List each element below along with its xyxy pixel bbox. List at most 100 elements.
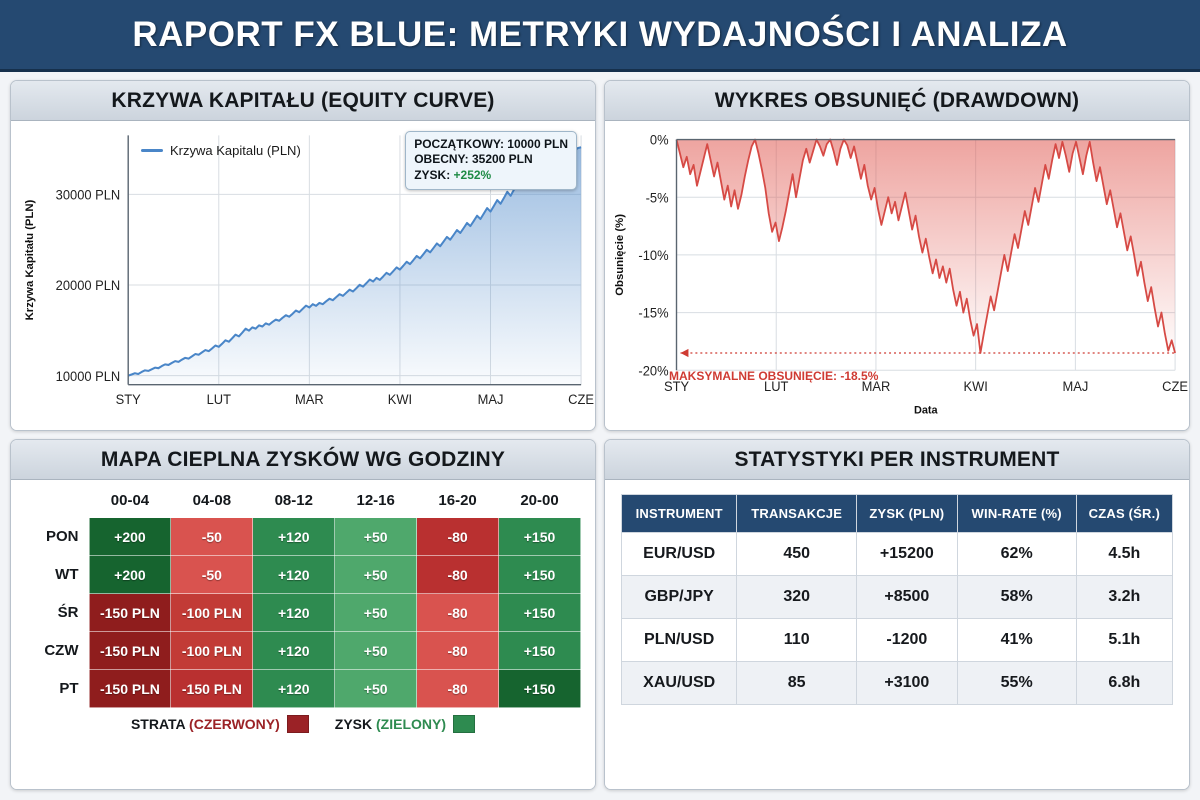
svg-text:0%: 0%: [650, 132, 669, 147]
heatmap-row: PON +200 -50 +120 +50 -80 +150: [25, 517, 581, 556]
heatmap-cell[interactable]: +120: [252, 593, 336, 632]
heatmap-cell[interactable]: +150: [498, 669, 581, 708]
svg-text:Obsunięcie (%): Obsunięcie (%): [614, 214, 626, 296]
equity-summary-box: POCZĄTKOWY: 10000 PLN OBECNY: 35200 PLN …: [405, 131, 577, 191]
page-title: RAPORT FX BLUE: METRYKI WYDAJNOŚCI I ANA…: [132, 14, 1068, 54]
stats-cell-time: 5.1h: [1075, 618, 1174, 662]
heatmap-corner-cell: [25, 486, 89, 518]
table-row[interactable]: GBP/JPY 320 +8500 58% 3.2h: [620, 575, 1174, 619]
table-row[interactable]: XAU/USD 85 +3100 55% 6.8h: [620, 661, 1174, 705]
heatmap-col-header: 00-04: [110, 492, 150, 509]
panel-drawdown-header: WYKRES OBSUNIĘĆ (DRAWDOWN): [605, 81, 1189, 121]
heatmap-cell[interactable]: +120: [252, 555, 336, 594]
stats-col-header: TRANSAKCJE: [736, 494, 858, 533]
heatmap-legend-loss-label: STRATA (CZERWONY): [131, 716, 280, 732]
heatmap-legend-profit-text: ZYSK: [334, 716, 377, 732]
svg-text:-15%: -15%: [638, 306, 668, 321]
heatmap-col-header: 08-12: [274, 492, 313, 509]
svg-text:MAR: MAR: [295, 392, 324, 407]
stats-col-header: CZAS (ŚR.): [1075, 494, 1174, 533]
stats-cell-trades: 110: [736, 618, 858, 662]
equity-profit-row: ZYSK: +252%: [414, 168, 568, 183]
heatmap-table: 00-04 04-08 08-12 12-16 16-20 20-00 PON +200 -5…: [25, 486, 581, 708]
heatmap-cell[interactable]: -50: [170, 555, 254, 594]
heatmap-cell[interactable]: -80: [416, 593, 500, 632]
equity-profit-label: ZYSK:: [414, 167, 451, 182]
heatmap-body: PON +200 -50 +120 +50 -80 +150 WT +200 -50 +120 +50…: [25, 517, 581, 708]
heatmap-legend-loss-paren: (CZERWONY): [189, 716, 280, 732]
heatmap-cell[interactable]: -150 PLN: [88, 593, 172, 632]
heatmap-cell[interactable]: +120: [252, 631, 336, 670]
heatmap-cell[interactable]: +150: [498, 631, 581, 670]
heatmap-row: CZW -150 PLN -100 PLN +120 +50 -80 +150: [25, 631, 581, 670]
stats-cell-trades: 450: [736, 532, 858, 576]
heatmap-cell[interactable]: -80: [416, 669, 500, 708]
panel-heatmap-title: MAPA CIEPLNA ZYSKÓW WG GODZINY: [100, 447, 506, 471]
heatmap-cell[interactable]: +150: [498, 555, 581, 594]
heatmap-cell[interactable]: +50: [334, 631, 418, 670]
heatmap-cell[interactable]: +50: [334, 593, 418, 632]
svg-text:-20%: -20%: [638, 363, 668, 378]
heatmap-cell[interactable]: -150 PLN: [88, 631, 172, 670]
heatmap-legend-profit-swatch: [453, 715, 476, 733]
svg-text:STY: STY: [116, 392, 141, 407]
heatmap-cell[interactable]: -150 PLN: [88, 669, 172, 708]
svg-text:10000 PLN: 10000 PLN: [56, 369, 121, 384]
heatmap-legend-profit: ZYSK (ZIELONY): [335, 715, 476, 733]
stats-cell-winrate: 58%: [956, 575, 1077, 619]
heatmap-cell[interactable]: -80: [416, 555, 500, 594]
table-row[interactable]: PLN/USD 110 -1200 41% 5.1h: [620, 618, 1174, 662]
equity-legend-label: Krzywa Kapitalu (PLN): [170, 143, 301, 158]
heatmap-row-header: WT: [25, 555, 89, 594]
heatmap-cell[interactable]: +150: [498, 593, 581, 632]
heatmap-cell[interactable]: +50: [334, 555, 418, 594]
heatmap-cell[interactable]: -150 PLN: [170, 669, 254, 708]
stats-col-header: WIN-RATE (%): [956, 494, 1077, 533]
heatmap-col-header: 16-20: [438, 492, 477, 509]
stats-cell-time: 6.8h: [1075, 661, 1174, 705]
stats-cell-profit: -1200: [856, 618, 958, 662]
heatmap-row: ŚR -150 PLN -100 PLN +120 +50 -80 +150: [25, 593, 581, 632]
equity-current-capital: OBECNY: 35200 PLN: [414, 152, 533, 167]
panel-equity-title: KRZYWA KAPITAŁU (EQUITY CURVE): [111, 88, 495, 112]
stats-cell-winrate: 55%: [956, 661, 1077, 705]
stats-wrapper: INSTRUMENT TRANSAKCJE ZYSK (PLN) WIN-RATE (…: [605, 480, 1189, 789]
heatmap-cell[interactable]: +200: [88, 517, 172, 556]
heatmap-cell[interactable]: +50: [334, 669, 418, 708]
panel-heatmap-header: MAPA CIEPLNA ZYSKÓW WG GODZINY: [11, 440, 595, 480]
svg-text:-5%: -5%: [646, 190, 669, 205]
heatmap-cell[interactable]: -80: [416, 631, 500, 670]
stats-col-header: INSTRUMENT: [620, 494, 738, 533]
heatmap-cell[interactable]: -80: [416, 517, 500, 556]
heatmap-cell[interactable]: +200: [88, 555, 172, 594]
heatmap-wrapper: 00-04 04-08 08-12 12-16 16-20 20-00 PON +200 -5…: [11, 480, 595, 789]
heatmap-legend-loss-swatch: [286, 715, 309, 733]
svg-text:LUT: LUT: [764, 379, 788, 394]
stats-cell-trades: 85: [736, 661, 858, 705]
heatmap-legend-profit-label: ZYSK (ZIELONY): [335, 716, 446, 732]
heatmap-cell[interactable]: -100 PLN: [170, 631, 254, 670]
heatmap-row: WT +200 -50 +120 +50 -80 +150: [25, 555, 581, 594]
stats-cell-instrument: XAU/USD: [620, 661, 738, 705]
heatmap-cell[interactable]: +150: [498, 517, 581, 556]
stats-cell-winrate: 62%: [956, 532, 1077, 576]
heatmap-cell[interactable]: +50: [334, 517, 418, 556]
svg-text:LUT: LUT: [207, 392, 231, 407]
equity-legend-line-icon: [141, 149, 163, 152]
heatmap-cell[interactable]: -100 PLN: [170, 593, 254, 632]
panel-stats: STATYSTYKI PER INSTRUMENT INSTRUMENT TRAN…: [604, 439, 1190, 790]
svg-text:CZE: CZE: [568, 392, 594, 407]
stats-cell-trades: 320: [736, 575, 858, 619]
heatmap-cell[interactable]: -50: [170, 517, 254, 556]
heatmap-col-header: 04-08: [192, 492, 232, 509]
stats-cell-profit: +8500: [856, 575, 958, 619]
heatmap-cell[interactable]: +120: [252, 517, 336, 556]
svg-text:-10%: -10%: [638, 248, 668, 263]
svg-text:STY: STY: [664, 379, 689, 394]
panel-heatmap-body: 00-04 04-08 08-12 12-16 16-20 20-00 PON +200 -5…: [11, 480, 595, 789]
table-row[interactable]: EUR/USD 450 +15200 62% 4.5h: [620, 532, 1174, 576]
heatmap-cell[interactable]: +120: [252, 669, 336, 708]
heatmap-legend-profit-paren: (ZIELONY): [376, 716, 447, 732]
panel-equity-body: 10000 PLN 20000 PLN 30000 PLN STY LUT MAR KWI M…: [11, 121, 595, 430]
